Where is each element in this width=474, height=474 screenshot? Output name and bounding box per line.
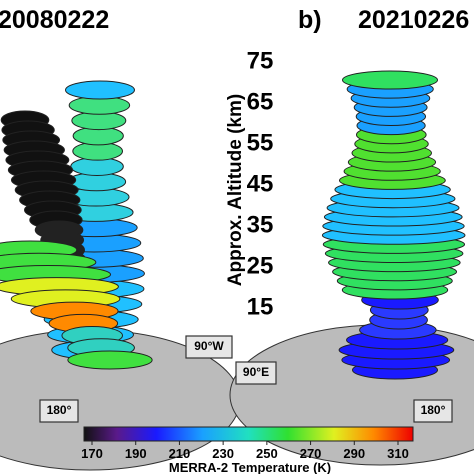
map-label: 180° (47, 403, 72, 417)
panel-a-date: 20080222 (0, 6, 109, 34)
altitude-tick-label: 15 (247, 293, 274, 320)
altitude-tick-label: 45 (247, 170, 274, 197)
vortex-layer (65, 80, 135, 100)
altitude-tick-label: 25 (247, 252, 274, 279)
altitude-tick-label: 55 (247, 129, 274, 156)
colorbar-tick-label: 270 (300, 446, 322, 461)
colorbar-tick-label: 210 (169, 446, 191, 461)
label-box (185, 335, 233, 359)
altitude-tick-label: 75 (247, 47, 274, 74)
label-box (413, 399, 453, 423)
vortex-layer (341, 70, 439, 90)
colorbar-tick-label: 170 (81, 446, 103, 461)
panel-b-label: b) (298, 6, 322, 34)
colorbar-tick-label: 230 (212, 446, 234, 461)
colorbar-tick-label: 190 (125, 446, 147, 461)
colorbar (83, 426, 414, 442)
label-box (39, 399, 79, 423)
colorbar-tick-label: 310 (387, 446, 409, 461)
vortex-rendering (0, 70, 474, 471)
altitude-tick-label: 35 (247, 211, 274, 238)
label-box (235, 361, 277, 385)
map-label: 90°E (243, 365, 269, 379)
map-label: 90°W (194, 339, 224, 353)
map-label: 180° (421, 403, 446, 417)
colorbar-label: MERRA-2 Temperature (K) (169, 460, 331, 474)
altitude-label: Approx. Altitude (km) (225, 94, 246, 286)
vortex-layer (67, 350, 153, 370)
colorbar-tick-label: 250 (256, 446, 278, 461)
colorbar-tick-label: 290 (343, 446, 365, 461)
altitude-tick-label: 65 (247, 88, 274, 115)
panel-b-date: 20210226 (358, 6, 469, 34)
